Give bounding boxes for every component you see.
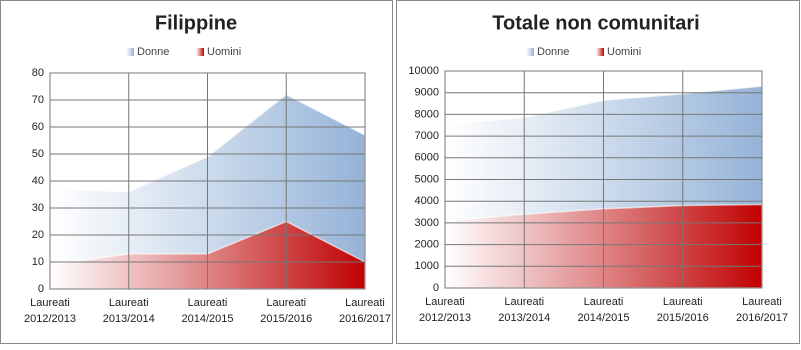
y-tick-label: 3000 <box>415 217 439 229</box>
x-tick-label: 2013/2014 <box>498 312 550 324</box>
y-tick-label: 6000 <box>415 152 439 164</box>
legend-swatch <box>596 48 604 56</box>
x-tick-label: 2012/2013 <box>419 312 471 324</box>
y-tick-label: 9000 <box>415 87 439 99</box>
y-tick-label: 50 <box>32 148 44 160</box>
x-tick-label: 2013/2014 <box>103 313 155 325</box>
plot-frame <box>444 70 763 289</box>
x-tick-label: Laureati <box>188 297 228 309</box>
x-tick-label: 2014/2015 <box>578 312 630 324</box>
legend-label: Donne <box>137 46 169 58</box>
x-tick-label: 2014/2015 <box>182 313 234 325</box>
chart-title: Totale non comunitari <box>492 12 699 34</box>
x-tick-label: Laureati <box>663 296 703 308</box>
x-tick-label: 2016/2017 <box>339 313 391 325</box>
x-tick-label: 2012/2013 <box>24 313 76 325</box>
chart-title: Filippine <box>155 12 237 34</box>
x-tick-label: Laureati <box>742 296 782 308</box>
y-tick-label: 1000 <box>415 260 439 272</box>
y-tick-label: 8000 <box>415 108 439 120</box>
x-tick-label: Laureati <box>266 297 306 309</box>
y-tick-label: 7000 <box>415 130 439 142</box>
x-tick-label: 2016/2017 <box>736 312 788 324</box>
x-tick-label: Laureati <box>345 297 385 309</box>
plot-frame <box>49 72 366 290</box>
x-tick-label: Laureati <box>109 297 149 309</box>
y-tick-label: 5000 <box>415 173 439 185</box>
x-tick-label: Laureati <box>30 297 70 309</box>
y-tick-label: 4000 <box>415 195 439 207</box>
legend-swatch <box>196 48 204 56</box>
legend-label: Uomini <box>607 46 641 58</box>
y-tick-label: 80 <box>32 67 44 79</box>
x-tick-label: Laureati <box>504 296 544 308</box>
y-tick-label: 70 <box>32 94 44 106</box>
legend-swatch <box>526 48 534 56</box>
y-tick-label: 60 <box>32 121 44 133</box>
y-tick-label: 0 <box>433 282 439 294</box>
x-tick-label: Laureati <box>425 296 465 308</box>
y-tick-label: 20 <box>32 229 44 241</box>
legend-label: Donne <box>537 46 569 58</box>
y-tick-label: 30 <box>32 202 44 214</box>
legend-swatch <box>126 48 134 56</box>
legend-label: Uomini <box>207 46 241 58</box>
x-tick-label: 2015/2016 <box>260 313 312 325</box>
y-tick-label: 10000 <box>408 65 439 77</box>
x-tick-label: Laureati <box>584 296 624 308</box>
y-tick-label: 40 <box>32 175 44 187</box>
x-tick-label: 2015/2016 <box>657 312 709 324</box>
y-tick-label: 10 <box>32 256 44 268</box>
y-tick-label: 0 <box>38 283 44 295</box>
y-tick-label: 2000 <box>415 239 439 251</box>
